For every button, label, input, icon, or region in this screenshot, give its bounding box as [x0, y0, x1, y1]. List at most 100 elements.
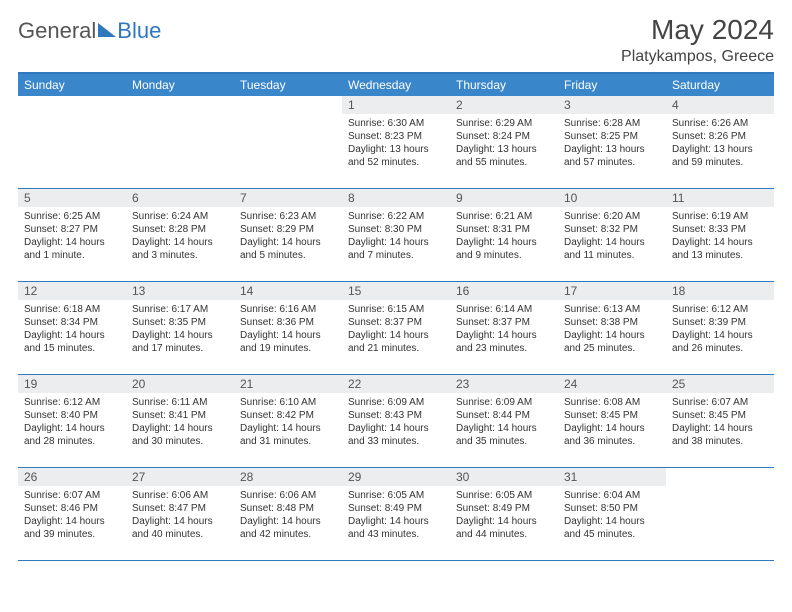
daylight1-line: Daylight: 14 hours	[132, 329, 228, 342]
daylight1-line: Daylight: 14 hours	[240, 515, 336, 528]
daylight1-line: Daylight: 14 hours	[456, 236, 552, 249]
day-details: Sunrise: 6:22 AMSunset: 8:30 PMDaylight:…	[342, 207, 450, 266]
sunrise-line: Sunrise: 6:04 AM	[564, 489, 660, 502]
sunset-line: Sunset: 8:36 PM	[240, 316, 336, 329]
day-details: Sunrise: 6:05 AMSunset: 8:49 PMDaylight:…	[450, 486, 558, 545]
day-cell: .	[666, 468, 774, 560]
day-cell: 5Sunrise: 6:25 AMSunset: 8:27 PMDaylight…	[18, 189, 126, 281]
daylight1-line: Daylight: 14 hours	[456, 422, 552, 435]
brand-logo: General Blue	[18, 14, 161, 44]
daylight1-line: Daylight: 14 hours	[564, 329, 660, 342]
calendar: Sunday Monday Tuesday Wednesday Thursday…	[18, 72, 774, 561]
daylight1-line: Daylight: 14 hours	[348, 515, 444, 528]
day-cell: 7Sunrise: 6:23 AMSunset: 8:29 PMDaylight…	[234, 189, 342, 281]
daylight2-line: and 42 minutes.	[240, 528, 336, 541]
sunrise-line: Sunrise: 6:08 AM	[564, 396, 660, 409]
daylight1-line: Daylight: 13 hours	[348, 143, 444, 156]
daylight2-line: and 40 minutes.	[132, 528, 228, 541]
daylight1-line: Daylight: 14 hours	[456, 329, 552, 342]
day-details: Sunrise: 6:30 AMSunset: 8:23 PMDaylight:…	[342, 114, 450, 173]
day-cell: 3Sunrise: 6:28 AMSunset: 8:25 PMDaylight…	[558, 96, 666, 188]
day-number: 31	[558, 468, 666, 486]
day-cell: 29Sunrise: 6:05 AMSunset: 8:49 PMDayligh…	[342, 468, 450, 560]
sunrise-line: Sunrise: 6:17 AM	[132, 303, 228, 316]
day-cell: 19Sunrise: 6:12 AMSunset: 8:40 PMDayligh…	[18, 375, 126, 467]
day-cell: 27Sunrise: 6:06 AMSunset: 8:47 PMDayligh…	[126, 468, 234, 560]
daylight2-line: and 39 minutes.	[24, 528, 120, 541]
sunrise-line: Sunrise: 6:28 AM	[564, 117, 660, 130]
sunset-line: Sunset: 8:29 PM	[240, 223, 336, 236]
day-number: 2	[450, 96, 558, 114]
day-number: 12	[18, 282, 126, 300]
day-header: Sunday	[18, 74, 126, 96]
sunset-line: Sunset: 8:37 PM	[456, 316, 552, 329]
day-number: 15	[342, 282, 450, 300]
sunset-line: Sunset: 8:45 PM	[672, 409, 768, 422]
day-number: 28	[234, 468, 342, 486]
day-details: Sunrise: 6:17 AMSunset: 8:35 PMDaylight:…	[126, 300, 234, 359]
daylight1-line: Daylight: 13 hours	[456, 143, 552, 156]
day-cell: .	[234, 96, 342, 188]
day-number: 9	[450, 189, 558, 207]
sunset-line: Sunset: 8:37 PM	[348, 316, 444, 329]
daylight2-line: and 7 minutes.	[348, 249, 444, 262]
sunset-line: Sunset: 8:49 PM	[456, 502, 552, 515]
sunrise-line: Sunrise: 6:18 AM	[24, 303, 120, 316]
day-details: Sunrise: 6:06 AMSunset: 8:47 PMDaylight:…	[126, 486, 234, 545]
day-number: 18	[666, 282, 774, 300]
daylight2-line: and 28 minutes.	[24, 435, 120, 448]
day-details: Sunrise: 6:14 AMSunset: 8:37 PMDaylight:…	[450, 300, 558, 359]
daylight2-line: and 36 minutes.	[564, 435, 660, 448]
day-details: Sunrise: 6:07 AMSunset: 8:46 PMDaylight:…	[18, 486, 126, 545]
sunrise-line: Sunrise: 6:16 AM	[240, 303, 336, 316]
sunset-line: Sunset: 8:35 PM	[132, 316, 228, 329]
sunrise-line: Sunrise: 6:30 AM	[348, 117, 444, 130]
page-title: May 2024	[621, 14, 774, 46]
day-cell: 23Sunrise: 6:09 AMSunset: 8:44 PMDayligh…	[450, 375, 558, 467]
day-number: 26	[18, 468, 126, 486]
day-details: Sunrise: 6:16 AMSunset: 8:36 PMDaylight:…	[234, 300, 342, 359]
day-cell: 14Sunrise: 6:16 AMSunset: 8:36 PMDayligh…	[234, 282, 342, 374]
daylight1-line: Daylight: 14 hours	[672, 236, 768, 249]
day-number: 24	[558, 375, 666, 393]
sunset-line: Sunset: 8:43 PM	[348, 409, 444, 422]
day-details: Sunrise: 6:15 AMSunset: 8:37 PMDaylight:…	[342, 300, 450, 359]
day-cell: 20Sunrise: 6:11 AMSunset: 8:41 PMDayligh…	[126, 375, 234, 467]
daylight2-line: and 31 minutes.	[240, 435, 336, 448]
day-cell: 13Sunrise: 6:17 AMSunset: 8:35 PMDayligh…	[126, 282, 234, 374]
day-cell: 21Sunrise: 6:10 AMSunset: 8:42 PMDayligh…	[234, 375, 342, 467]
day-cell: .	[126, 96, 234, 188]
daylight1-line: Daylight: 14 hours	[24, 236, 120, 249]
daylight2-line: and 44 minutes.	[456, 528, 552, 541]
sunrise-line: Sunrise: 6:19 AM	[672, 210, 768, 223]
day-details: Sunrise: 6:21 AMSunset: 8:31 PMDaylight:…	[450, 207, 558, 266]
daylight2-line: and 57 minutes.	[564, 156, 660, 169]
daylight1-line: Daylight: 14 hours	[240, 422, 336, 435]
sunset-line: Sunset: 8:47 PM	[132, 502, 228, 515]
sunset-line: Sunset: 8:26 PM	[672, 130, 768, 143]
day-header: Thursday	[450, 74, 558, 96]
day-number: 30	[450, 468, 558, 486]
daylight2-line: and 17 minutes.	[132, 342, 228, 355]
day-cell: 28Sunrise: 6:06 AMSunset: 8:48 PMDayligh…	[234, 468, 342, 560]
daylight1-line: Daylight: 14 hours	[132, 515, 228, 528]
sunrise-line: Sunrise: 6:24 AM	[132, 210, 228, 223]
day-details: Sunrise: 6:19 AMSunset: 8:33 PMDaylight:…	[666, 207, 774, 266]
day-cell: 4Sunrise: 6:26 AMSunset: 8:26 PMDaylight…	[666, 96, 774, 188]
daylight2-line: and 52 minutes.	[348, 156, 444, 169]
day-cell: 30Sunrise: 6:05 AMSunset: 8:49 PMDayligh…	[450, 468, 558, 560]
sunrise-line: Sunrise: 6:23 AM	[240, 210, 336, 223]
daylight1-line: Daylight: 14 hours	[24, 329, 120, 342]
sunrise-line: Sunrise: 6:26 AM	[672, 117, 768, 130]
day-number: 14	[234, 282, 342, 300]
sail-icon	[98, 23, 116, 37]
daylight1-line: Daylight: 14 hours	[132, 236, 228, 249]
sunset-line: Sunset: 8:41 PM	[132, 409, 228, 422]
day-number: 21	[234, 375, 342, 393]
day-number: 10	[558, 189, 666, 207]
daylight1-line: Daylight: 14 hours	[24, 515, 120, 528]
sunrise-line: Sunrise: 6:06 AM	[240, 489, 336, 502]
daylight2-line: and 19 minutes.	[240, 342, 336, 355]
day-details: Sunrise: 6:20 AMSunset: 8:32 PMDaylight:…	[558, 207, 666, 266]
sunrise-line: Sunrise: 6:10 AM	[240, 396, 336, 409]
